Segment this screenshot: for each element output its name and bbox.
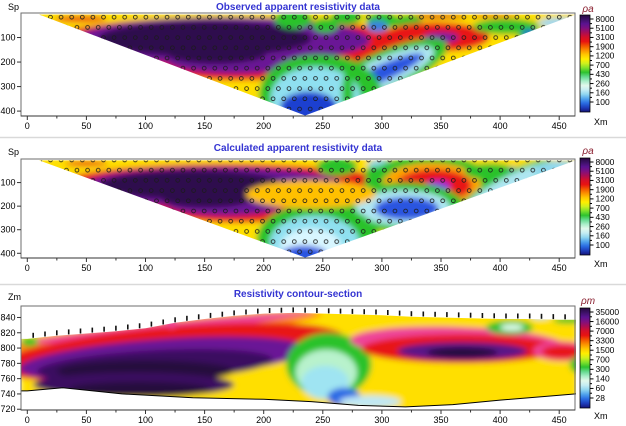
x-tick-label: 450: [552, 263, 567, 273]
x-tick-label: 250: [315, 263, 330, 273]
x-tick-label: 100: [138, 121, 153, 131]
x-tick-label: 150: [197, 263, 212, 273]
colorbar-value: 100: [596, 97, 610, 107]
x-tick-label: 350: [433, 121, 448, 131]
colorbar-value: 700: [596, 355, 610, 365]
colorbar-value: 100: [596, 240, 610, 250]
y-tick-label: 200: [0, 57, 15, 67]
x-tick-label: 250: [315, 415, 330, 425]
colorbar-value: 1200: [596, 51, 615, 61]
model-bottom-boundary: [21, 387, 576, 408]
x-tick-label: 0: [25, 263, 30, 273]
colorbar-value: 3100: [596, 175, 615, 185]
colorbar-value: 430: [596, 69, 610, 79]
x-tick-label: 450: [552, 121, 567, 131]
colorbar-value: 16000: [596, 316, 620, 326]
y-tick-label: 400: [0, 106, 15, 116]
y-tick-label: 800: [0, 343, 15, 353]
x-tick-label: 300: [374, 415, 389, 425]
colorbar-value: 28: [596, 393, 606, 403]
colorbar-value: 700: [596, 60, 610, 70]
colorbar-value: 160: [596, 88, 610, 98]
y-axis-label-calculated: Sp: [8, 147, 19, 157]
y-tick-label: 740: [0, 389, 15, 399]
colorbar-value: 260: [596, 78, 610, 88]
x-tick-label: 50: [81, 415, 91, 425]
colorbar-label-observed: ρa: [581, 4, 594, 15]
colorbar-value: 160: [596, 231, 610, 241]
panel-title-calculated: Calculated apparent resistivity data: [214, 143, 383, 154]
x-axis-label-observed: Xm: [594, 117, 608, 127]
y-axis-label-observed: Sp: [8, 2, 19, 12]
panel-title-observed: Observed apparent resistivity data: [216, 2, 380, 13]
y-tick-label: 200: [0, 201, 15, 211]
x-tick-label: 400: [493, 415, 508, 425]
x-tick-label: 350: [433, 263, 448, 273]
x-tick-label: 50: [81, 121, 91, 131]
observed-pseudosection-axes: 0 50 100 150 200 250 300 350 400 450 100 200 300 400: [0, 12, 576, 131]
colorbar-value: 8000: [596, 157, 615, 167]
y-tick-label: 780: [0, 358, 15, 368]
colorbar-value: 300: [596, 364, 610, 374]
x-tick-label: 150: [197, 415, 212, 425]
x-tick-label: 350: [433, 415, 448, 425]
x-tick-label: 450: [552, 415, 567, 425]
colorbar-label-model: ρm: [580, 296, 595, 307]
resistivity-model-section-axes: 0 50 100 150 200 250 300 350 400 450 840 820 800 780 7…: [0, 305, 576, 425]
colorbar-value: 5100: [596, 166, 615, 176]
x-axis-label-model: Xm: [594, 411, 608, 421]
x-tick-label: 300: [374, 121, 389, 131]
y-tick-label: 100: [0, 33, 15, 43]
colorbar-value: 8000: [596, 14, 615, 24]
x-tick-label: 100: [138, 263, 153, 273]
y-tick-label: 840: [0, 312, 15, 322]
x-tick-label: 200: [256, 415, 271, 425]
calculated-pseudosection-axes: 0 50 100 150 200 250 300 350 400 450 100 200 300 400: [0, 158, 576, 273]
colorbar-value: 7000: [596, 326, 615, 336]
x-tick-label: 250: [315, 121, 330, 131]
colorbar-value: 35000: [596, 307, 620, 317]
colorbar-value: 3100: [596, 32, 615, 42]
x-tick-label: 50: [81, 263, 91, 273]
electrode-ticks: [32, 307, 566, 338]
colorbar-value: 1900: [596, 41, 615, 51]
y-tick-label: 760: [0, 374, 15, 384]
colorbar-value: 1500: [596, 345, 615, 355]
y-axis-label-model: Zm: [8, 292, 21, 302]
y-tick-label: 300: [0, 82, 15, 92]
y-tick-label: 820: [0, 328, 15, 338]
colorbar-value: 60: [596, 383, 606, 393]
colorbar-label-calculated: ρa: [581, 146, 594, 157]
x-tick-label: 100: [138, 415, 153, 425]
colorbar-value: 700: [596, 203, 610, 213]
panel-title-model: Resistivity contour-section: [234, 289, 362, 300]
colorbar-value: 430: [596, 212, 610, 222]
colorbar-value: 1200: [596, 194, 615, 204]
x-tick-label: 400: [493, 121, 508, 131]
y-tick-label: 400: [0, 248, 15, 258]
colorbar-value: 1900: [596, 184, 615, 194]
x-tick-label: 0: [25, 121, 30, 131]
y-tick-label: 100: [0, 178, 15, 188]
colorbar-value: 5100: [596, 23, 615, 33]
colorbar-value: 3300: [596, 335, 615, 345]
x-tick-label: 200: [256, 263, 271, 273]
colorbar-value: 140: [596, 374, 610, 384]
colorbar-value: 260: [596, 221, 610, 231]
x-tick-label: 200: [256, 121, 271, 131]
x-tick-label: 400: [493, 263, 508, 273]
y-tick-label: 720: [0, 404, 15, 414]
x-tick-label: 300: [374, 263, 389, 273]
x-tick-label: 0: [25, 415, 30, 425]
x-axis-label-calculated: Xm: [594, 259, 608, 269]
x-tick-label: 150: [197, 121, 212, 131]
y-tick-label: 300: [0, 225, 15, 235]
